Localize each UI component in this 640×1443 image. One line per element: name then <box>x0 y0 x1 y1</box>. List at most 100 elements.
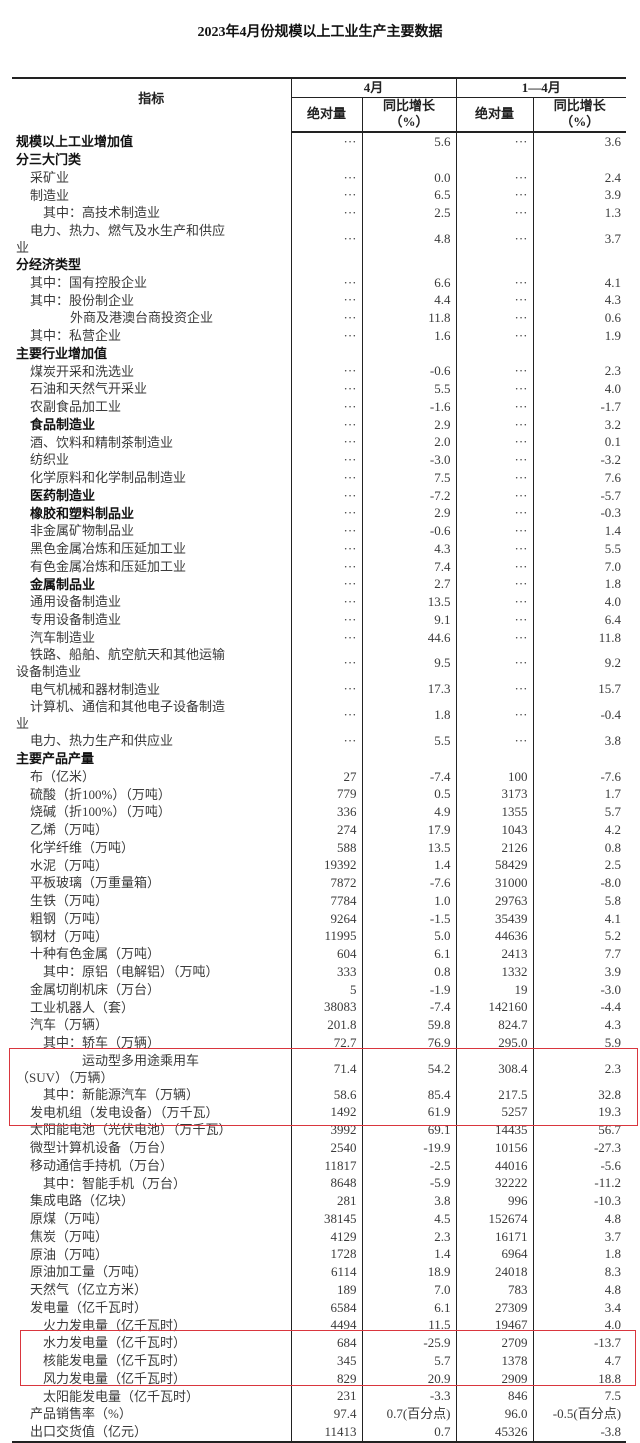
april-absolute-cell: ··· <box>290 504 362 522</box>
row-label-cell: 发电机组（发电设备）（万千瓦） <box>12 1103 291 1121</box>
ytd-absolute-cell: ··· <box>455 539 534 558</box>
april-absolute-cell <box>290 344 362 363</box>
april-absolute-cell <box>290 255 362 274</box>
pct-label: （%） <box>560 114 600 130</box>
april-yoy-cell: -1.6 <box>361 397 457 416</box>
ytd-absolute-cell: ··· <box>455 309 534 327</box>
row-label-cell: 石油和天然气开采业 <box>12 380 291 398</box>
row-label: 火力发电量（亿千瓦时） <box>43 1317 187 1333</box>
ytd-absolute-cell: 45326 <box>455 1422 534 1443</box>
april-absolute-cell: 19392 <box>290 856 362 874</box>
table-row: 水泥（万吨） 19392 1.4 58429 2.5 <box>12 856 627 874</box>
ytd-absolute-cell: ··· <box>455 362 534 380</box>
row-label-cell: 原煤（万吨） <box>12 1210 291 1228</box>
row-label-cell: 外商及港澳台商投资企业 <box>12 309 291 327</box>
table-row: 化学纤维（万吨） 588 13.5 2126 0.8 <box>12 838 627 857</box>
april-absolute-cell: 9264 <box>290 909 362 928</box>
ytd-yoy-cell: 15.7 <box>532 680 627 698</box>
april-yoy-cell: -3.0 <box>361 451 457 469</box>
table-row: 电气机械和器材制造业 ··· 17.3 ··· 15.7 <box>12 680 627 698</box>
ytd-yoy-cell: 1.7 <box>532 785 627 803</box>
april-absolute-cell: ··· <box>290 221 362 256</box>
ytd-absolute-cell: 27309 <box>455 1298 534 1317</box>
april-absolute-cell: 11817 <box>290 1156 362 1175</box>
table-row: 其中：轿车（万辆） 72.7 76.9 295.0 5.9 <box>12 1033 627 1052</box>
row-label: 其中：智能手机（万台） <box>43 1175 187 1191</box>
april-absolute-cell: 588 <box>290 838 362 857</box>
row-label-cell: 分三大门类 <box>12 151 291 169</box>
april-yoy-cell: -5.9 <box>361 1174 457 1192</box>
table-row: 分经济类型 <box>12 255 627 274</box>
table-row: 其中：智能手机（万台） 8648 -5.9 32222 -11.2 <box>12 1174 627 1192</box>
april-yoy-cell: 61.9 <box>361 1103 457 1121</box>
ytd-absolute-cell: 3173 <box>455 785 534 803</box>
ytd-yoy-cell: 4.3 <box>532 1016 627 1034</box>
april-yoy-cell: 2.9 <box>361 415 457 434</box>
row-label-cell: 橡胶和塑料制品业 <box>12 504 291 522</box>
row-label: 粗钢（万吨） <box>30 910 109 926</box>
row-label-cell: 移动通信手持机（万台） <box>12 1157 291 1175</box>
row-label-cell: 钢材（万吨） <box>12 927 291 945</box>
april-yoy-cell: 7.0 <box>361 1280 457 1299</box>
ytd-yoy-cell <box>532 344 627 363</box>
row-label-cell: 其中：国有控股企业 <box>12 274 291 292</box>
table-row: 发电量（亿千瓦时） 6584 6.1 27309 3.4 <box>12 1298 627 1317</box>
april-absolute-cell: ··· <box>290 291 362 309</box>
row-label: 食品制造业 <box>30 416 96 432</box>
ytd-yoy-cell: 5.5 <box>532 539 627 558</box>
ytd-absolute-cell <box>455 255 534 274</box>
row-label-cell: 汽车制造业 <box>12 629 291 647</box>
april-absolute-cell: 274 <box>290 820 362 839</box>
april-yoy-cell: 1.8 <box>361 698 457 732</box>
row-label-cell: 工业机器人（套） <box>12 998 291 1016</box>
table-row: 石油和天然气开采业 ··· 5.5 ··· 4.0 <box>12 380 627 398</box>
row-label-cell: 水力发电量（亿千瓦时） <box>12 1334 291 1352</box>
ytd-absolute-cell: ··· <box>455 380 534 398</box>
row-label-cell: 农副食品加工业 <box>12 398 291 416</box>
ytd-absolute-cell: 217.5 <box>455 1085 534 1104</box>
table-row: 风力发电量（亿千瓦时） 829 20.9 2909 18.8 <box>12 1369 627 1388</box>
april-absolute-cell: 189 <box>290 1280 362 1299</box>
row-label-cell: 黑色金属冶炼和压延加工业 <box>12 540 291 558</box>
ytd-yoy-cell: -8.0 <box>532 874 627 892</box>
table-row: 十种有色金属（万吨） 604 6.1 2413 7.7 <box>12 945 627 963</box>
ytd-yoy-cell: -11.2 <box>532 1174 627 1192</box>
ytd-absolute-cell: 2709 <box>455 1334 534 1352</box>
ytd-yoy-cell <box>532 255 627 274</box>
row-label: 主要产品产量 <box>16 751 95 767</box>
ytd-absolute-cell: 1043 <box>455 820 534 839</box>
april-absolute-cell: 684 <box>290 1334 362 1352</box>
ytd-yoy-cell: 0.6 <box>532 309 627 327</box>
ytd-yoy-cell: 4.2 <box>532 820 627 839</box>
row-label-cell: 酒、饮料和精制茶制造业 <box>12 433 291 451</box>
table-row: 医药制造业 ··· -7.2 ··· -5.7 <box>12 486 627 505</box>
row-label-cell: 其中：原铝（电解铝）（万吨） <box>12 963 291 981</box>
april-absolute-cell: ··· <box>290 468 362 487</box>
row-label-cell: 其中：私营企业 <box>12 327 291 345</box>
april-yoy-cell: 1.6 <box>361 326 457 345</box>
header-indicator: 指标 <box>138 91 165 106</box>
april-absolute-cell: 5 <box>290 980 362 999</box>
table-row: 原油加工量（万吨） 6114 18.9 24018 8.3 <box>12 1263 627 1281</box>
ytd-yoy-cell: 4.0 <box>532 380 627 398</box>
row-label: 原油（万吨） <box>30 1246 109 1262</box>
ytd-yoy-cell: -5.7 <box>532 486 627 505</box>
april-absolute-cell: ··· <box>290 732 362 750</box>
table-row: 其中：国有控股企业 ··· 6.6 ··· 4.1 <box>12 273 627 292</box>
table-row: 其中：股份制企业 ··· 4.4 ··· 4.3 <box>12 291 627 309</box>
ytd-yoy-cell: 32.8 <box>532 1085 627 1104</box>
yoy-label: 同比增长 <box>553 98 606 114</box>
ytd-absolute-cell: ··· <box>455 204 534 222</box>
ytd-yoy-cell <box>532 150 627 169</box>
row-label-cell: 十种有色金属（万吨） <box>12 945 291 963</box>
ytd-absolute-cell: ··· <box>455 468 534 487</box>
april-yoy-cell: 7.5 <box>361 468 457 487</box>
table-row: 汽车制造业 ··· 44.6 ··· 11.8 <box>12 628 627 647</box>
april-yoy-cell: 2.0 <box>361 433 457 451</box>
april-absolute-cell: 11413 <box>290 1422 362 1443</box>
row-label: 太阳能电池（光伏电池）（万千瓦） <box>30 1122 232 1138</box>
row-label: 制造业 <box>30 187 70 203</box>
row-label-cell: 化学纤维（万吨） <box>12 839 291 857</box>
row-label: 电力、热力生产和供应业 <box>30 733 174 749</box>
table-row: 焦炭（万吨） 4129 2.3 16171 3.7 <box>12 1227 627 1246</box>
